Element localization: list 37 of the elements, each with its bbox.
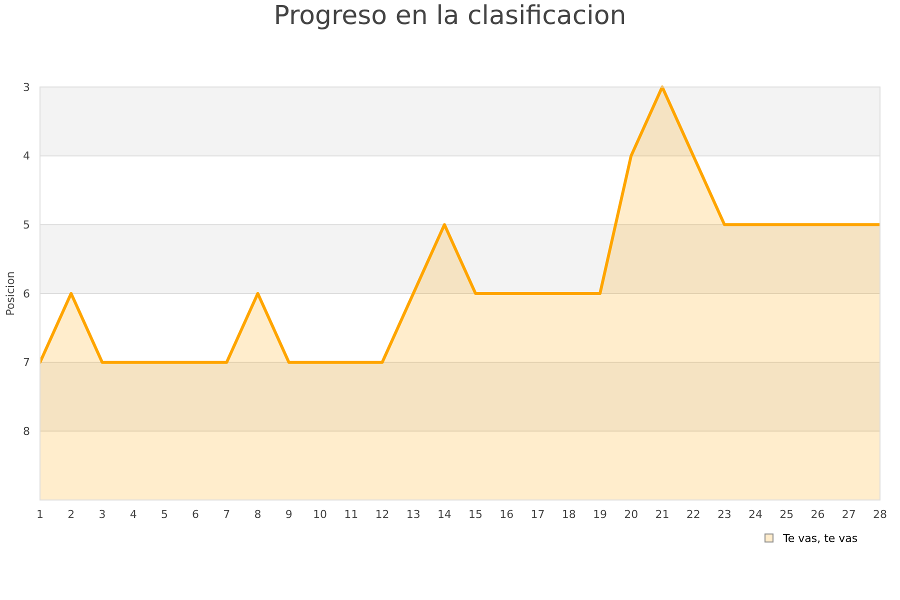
x-tick-label: 16 [500,508,514,521]
x-tick-label: 28 [873,508,887,521]
y-tick-label: 4 [23,150,30,163]
x-tick-label: 20 [624,508,638,521]
x-tick-label: 19 [593,508,607,521]
x-tick-label: 12 [375,508,390,521]
x-tick-label: 17 [530,508,545,521]
legend-label: Te vas, te vas [782,532,858,545]
x-tick-label: 23 [717,508,732,521]
x-tick-label: 15 [468,508,483,521]
y-tick-label: 8 [23,425,30,438]
x-tick-label: 3 [98,508,106,521]
x-tick-label: 13 [406,508,420,521]
chart-title: Progreso en la clasificacion [274,1,626,31]
x-tick-label: 22 [686,508,700,521]
x-tick-label: 9 [285,508,292,521]
x-tick-label: 1 [36,508,44,521]
x-tick-label: 6 [192,508,200,521]
x-tick-label: 5 [160,508,168,521]
x-tick-label: 14 [437,508,452,521]
x-tick-label: 18 [562,508,576,521]
x-tick-label: 11 [344,508,358,521]
x-tick-label: 8 [254,508,262,521]
y-tick-label: 5 [23,218,30,232]
y-tick-label: 6 [23,287,30,300]
x-tick-label: 21 [655,508,670,521]
x-tick-label: 25 [780,508,794,521]
x-tick-label: 24 [748,508,763,521]
y-axis-title: Posicion [4,271,17,316]
x-tick-label: 4 [130,508,137,521]
x-tick-label: 27 [842,508,856,521]
x-tick-label: 26 [810,508,825,521]
x-tick-label: 10 [313,508,327,521]
x-tick-label: 7 [223,508,230,521]
y-tick-label: 7 [23,356,30,370]
x-tick-label: 2 [68,508,75,521]
y-tick-label: 3 [23,80,30,94]
